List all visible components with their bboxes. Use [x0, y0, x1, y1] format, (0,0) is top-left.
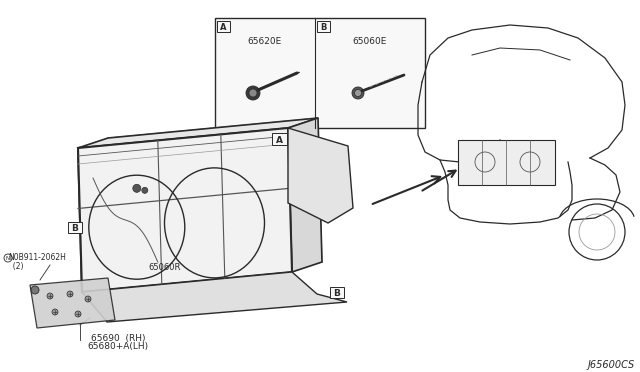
- Bar: [317, 21, 330, 32]
- Bar: [68, 222, 82, 233]
- Text: B: B: [333, 289, 340, 298]
- Polygon shape: [78, 128, 292, 292]
- Circle shape: [249, 89, 257, 97]
- Polygon shape: [82, 272, 347, 322]
- Text: (2): (2): [8, 263, 24, 272]
- Circle shape: [67, 291, 73, 297]
- Circle shape: [142, 187, 148, 193]
- Text: 65680+A(LH): 65680+A(LH): [88, 343, 148, 352]
- Circle shape: [52, 309, 58, 315]
- Circle shape: [352, 87, 364, 99]
- Polygon shape: [288, 128, 353, 223]
- Text: 65620E: 65620E: [248, 36, 282, 45]
- Text: B: B: [320, 23, 326, 32]
- Circle shape: [75, 311, 81, 317]
- Text: 65060R: 65060R: [148, 263, 180, 273]
- Text: 65690  (RH): 65690 (RH): [91, 334, 145, 343]
- Text: A: A: [220, 23, 227, 32]
- Text: B: B: [72, 224, 79, 232]
- Bar: [217, 21, 230, 32]
- Bar: [458, 140, 555, 185]
- Polygon shape: [30, 278, 115, 328]
- Text: A: A: [275, 135, 282, 144]
- Text: 65060E: 65060E: [353, 36, 387, 45]
- Circle shape: [47, 293, 53, 299]
- Bar: [272, 133, 287, 145]
- Text: J65600CS: J65600CS: [588, 360, 635, 370]
- Bar: [330, 287, 344, 298]
- Circle shape: [85, 296, 91, 302]
- Text: N: N: [6, 256, 10, 260]
- Circle shape: [355, 90, 362, 96]
- Circle shape: [246, 86, 260, 100]
- Polygon shape: [288, 118, 322, 272]
- Bar: [215, 18, 425, 128]
- Circle shape: [133, 184, 141, 192]
- Polygon shape: [78, 118, 318, 148]
- Text: N0B911-2062H: N0B911-2062H: [8, 253, 66, 263]
- Circle shape: [31, 286, 39, 294]
